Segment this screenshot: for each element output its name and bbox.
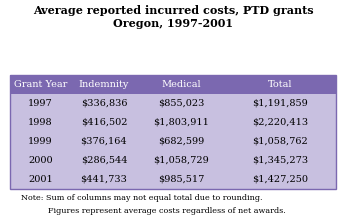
Text: $1,803,911: $1,803,911	[153, 118, 209, 127]
Text: $336,836: $336,836	[81, 98, 127, 108]
Bar	[10, 75, 336, 189]
Text: Oregon, 1997-2001: Oregon, 1997-2001	[113, 18, 233, 29]
Text: $376,164: $376,164	[81, 137, 127, 146]
Text: 2000: 2000	[28, 156, 53, 165]
Text: Note: Sum of columns may not equal total due to rounding.: Note: Sum of columns may not equal total…	[21, 194, 262, 202]
Text: Medical: Medical	[161, 79, 201, 89]
Text: 1997: 1997	[28, 98, 53, 108]
Text: $2,220,413: $2,220,413	[252, 118, 308, 127]
Text: $855,023: $855,023	[158, 98, 204, 108]
Text: Grant Year: Grant Year	[14, 79, 67, 89]
Text: $1,058,762: $1,058,762	[253, 137, 308, 146]
Bar	[10, 113, 336, 132]
Text: $441,733: $441,733	[81, 175, 127, 184]
Text: $1,345,273: $1,345,273	[252, 156, 308, 165]
Text: Figures represent average costs regardless of net awards.: Figures represent average costs regardle…	[48, 207, 286, 215]
Text: $416,502: $416,502	[81, 118, 127, 127]
Text: Indemnity: Indemnity	[79, 79, 129, 89]
Bar	[10, 132, 336, 151]
Bar	[10, 151, 336, 170]
Bar	[10, 94, 336, 113]
Text: $1,427,250: $1,427,250	[252, 175, 308, 184]
Text: 1999: 1999	[28, 137, 53, 146]
Text: 1998: 1998	[28, 118, 53, 127]
Text: $985,517: $985,517	[158, 175, 204, 184]
Text: Average reported incurred costs, PTD grants: Average reported incurred costs, PTD gra…	[33, 5, 313, 16]
Text: 2001: 2001	[28, 175, 53, 184]
Text: $1,191,859: $1,191,859	[253, 98, 308, 108]
Bar	[10, 170, 336, 189]
Text: $286,544: $286,544	[81, 156, 127, 165]
Text: $682,599: $682,599	[158, 137, 204, 146]
Text: $1,058,729: $1,058,729	[153, 156, 209, 165]
Text: Total: Total	[268, 79, 293, 89]
Bar	[10, 75, 336, 94]
